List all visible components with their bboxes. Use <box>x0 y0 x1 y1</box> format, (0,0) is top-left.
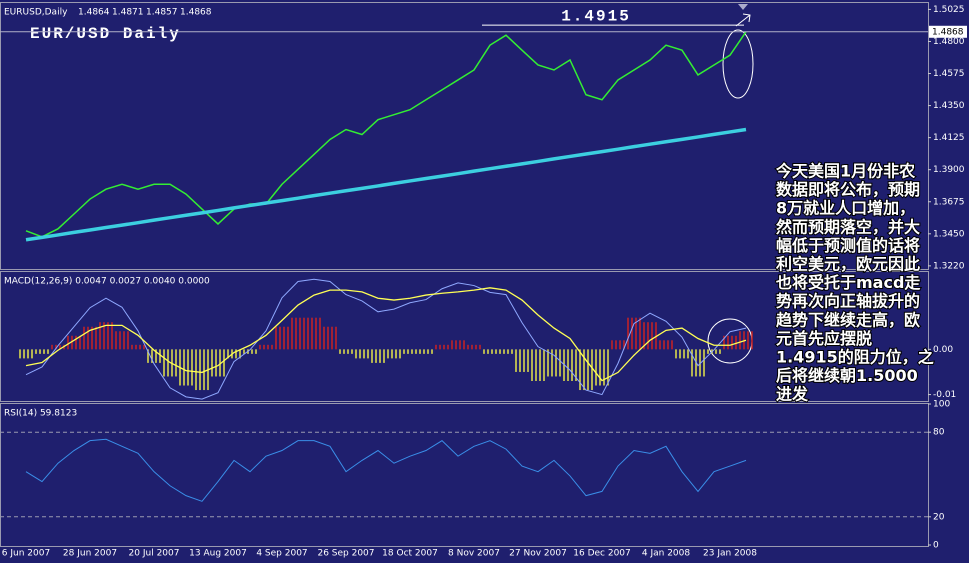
annotation-line: 数据即将公布，预期 <box>776 180 920 199</box>
x-tick-label: 4 Sep 2007 <box>256 549 307 559</box>
annotation-line: 也将受托于macd走 <box>776 273 920 292</box>
ohlc-value: 1.4868 <box>180 8 212 18</box>
x-tick-label: 16 Dec 2007 <box>573 549 631 559</box>
x-tick-label: 8 Nov 2007 <box>448 549 500 559</box>
y-tick-label: 1.3220 <box>933 261 965 271</box>
ohlc-value: 1.4857 <box>146 8 178 18</box>
price-panel <box>0 2 929 270</box>
y-tick-label: 1.4800 <box>933 37 965 47</box>
last-price-label: 1.4868 <box>932 27 964 37</box>
annotation-line: 进发 <box>776 385 809 404</box>
y-tick-label: 80 <box>933 428 945 438</box>
x-tick-label: 26 Sep 2007 <box>317 549 374 559</box>
x-tick-label: 18 Oct 2007 <box>382 549 438 559</box>
chart-label: EUR/USD Daily <box>30 25 181 43</box>
y-tick-label: 1.3900 <box>933 165 965 175</box>
annotation-line: 势再次向正轴拔升的 <box>776 292 920 311</box>
panel-title: RSI(14) 59.8123 <box>4 409 77 419</box>
series-line <box>25 127 747 242</box>
annotation-line: 趋势下继续走高，欧 <box>776 310 920 329</box>
resistance-label: 1.4915 <box>561 7 631 25</box>
panel-borders <box>0 2 929 547</box>
y-tick-label: 20 <box>933 512 945 522</box>
annotation-line: 元首先应摆脱 <box>776 329 872 348</box>
annotation-line: 8万就业人口增加， <box>776 199 915 218</box>
highlight-ellipse <box>722 29 754 99</box>
y-tick-label: 1.4575 <box>933 69 965 79</box>
panel-title: EURUSD,Daily <box>4 8 68 18</box>
y-tick-label: -0.01 <box>933 390 956 400</box>
macd-panel <box>0 271 929 402</box>
y-tick-label: 1.4350 <box>933 101 965 111</box>
x-tick-label: 13 Aug 2007 <box>189 549 247 559</box>
arrow <box>735 13 751 27</box>
x-tick-label: 28 Jun 2007 <box>63 549 117 559</box>
series-line <box>25 278 747 400</box>
y-tick-label: 1.5025 <box>933 5 965 15</box>
annotation-line: 后将继续朝1.5000 <box>776 366 918 385</box>
shift-marker <box>738 4 748 10</box>
last-price-box <box>929 25 967 38</box>
ohlc-value: 1.4864 <box>78 8 110 18</box>
x-tick-label: 20 Jul 2007 <box>129 549 180 559</box>
series-line <box>25 287 747 382</box>
y-tick-label: 0 <box>933 541 939 551</box>
panel-title: MACD(12,26,9) 0.0047 0.0027 0.0040 0.000… <box>4 277 210 287</box>
y-tick-label: 1.4125 <box>933 133 965 143</box>
annotation-line: 幅低于预测值的话将 <box>776 236 920 255</box>
y-tick-label: 0.00 <box>933 345 953 355</box>
y-tick-label: 1.3675 <box>933 197 965 207</box>
annotation-line: 1.4915的阻力位，之 <box>776 348 934 367</box>
annotation-line: 利空美元，欧元因此 <box>776 255 920 274</box>
y-tick-label: 100 <box>933 400 950 410</box>
annotation-line: 今天美国1月份非农 <box>775 162 915 181</box>
rsi-panel <box>0 403 929 547</box>
x-tick-label: 27 Nov 2007 <box>509 549 567 559</box>
ohlc-value: 1.4871 <box>112 8 144 18</box>
x-tick-label: 4 Jan 2008 <box>642 549 690 559</box>
y-tick-label: 1.3450 <box>933 229 965 239</box>
annotation-line: 然而预期落空，并大 <box>776 217 920 236</box>
x-tick-label: 6 Jun 2007 <box>2 549 50 559</box>
series-line <box>25 31 747 238</box>
x-tick-label: 23 Jan 2008 <box>703 549 757 559</box>
series-line <box>25 438 747 502</box>
